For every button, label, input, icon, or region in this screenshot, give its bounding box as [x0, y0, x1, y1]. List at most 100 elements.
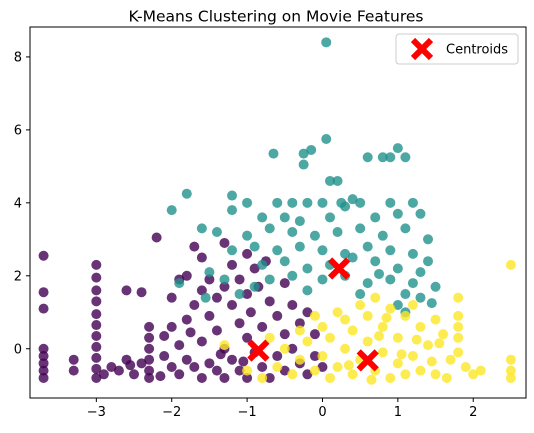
cluster-1-point	[219, 274, 230, 285]
cluster-1-point	[204, 267, 215, 278]
centroid-marker	[356, 349, 379, 372]
cluster-1-point	[234, 289, 245, 300]
cluster-2-point	[332, 307, 343, 318]
cluster-1-point	[298, 159, 309, 170]
cluster-2-point	[257, 372, 268, 383]
cluster-0-point	[242, 248, 253, 259]
cluster-0-point	[144, 321, 155, 332]
cluster-2-point	[287, 369, 298, 380]
cluster-1-point	[385, 274, 396, 285]
centroid-marker	[327, 257, 351, 280]
cluster-1-point	[166, 205, 177, 216]
cluster-0-point	[91, 259, 102, 270]
cluster-0-point	[242, 332, 253, 343]
cluster-0-point	[204, 310, 215, 321]
cluster-1-point	[294, 241, 305, 252]
cluster-0-point	[129, 369, 140, 380]
cluster-1-point	[302, 197, 313, 208]
cluster-0-point	[215, 349, 226, 360]
cluster-1-point	[400, 152, 411, 163]
cluster-2-point	[475, 365, 486, 376]
cluster-1-point	[257, 212, 268, 223]
cluster-0-point	[279, 365, 290, 376]
cluster-0-point	[189, 361, 200, 372]
cluster-2-point	[362, 310, 373, 321]
cluster-0-point	[181, 314, 192, 325]
cluster-0-point	[151, 232, 162, 243]
cluster-1-point	[200, 292, 211, 303]
cluster-1-point	[325, 212, 336, 223]
cluster-1-point	[317, 245, 328, 256]
cluster-2-point	[392, 332, 403, 343]
cluster-0-point	[189, 299, 200, 310]
cluster-0-point	[91, 320, 102, 331]
cluster-0-point	[196, 252, 207, 263]
cluster-1-point	[196, 223, 207, 234]
cluster-0-point	[121, 285, 132, 296]
cluster-0-point	[211, 365, 222, 376]
cluster-0-point	[144, 343, 155, 354]
cluster-1-point	[174, 278, 185, 289]
cluster-0-point	[144, 365, 155, 376]
cluster-2-point	[309, 310, 320, 321]
cluster-2-point	[377, 347, 388, 358]
cluster-0-point	[68, 365, 79, 376]
y-tick-label: 8	[14, 50, 22, 65]
cluster-1-point	[257, 259, 268, 270]
cluster-2-point	[445, 354, 456, 365]
cluster-1-point	[423, 234, 434, 245]
cluster-0-point	[196, 336, 207, 347]
cluster-0-point	[242, 289, 253, 300]
cluster-2-point	[377, 321, 388, 332]
cluster-2-point	[441, 372, 452, 383]
legend-centroid-marker	[410, 37, 434, 61]
cluster-1-point	[377, 230, 388, 241]
cluster-1-point	[287, 270, 298, 281]
x-tick-label: 2	[469, 405, 477, 420]
cluster-1-point	[306, 144, 317, 155]
cluster-2-point	[362, 336, 373, 347]
cluster-0-point	[91, 363, 102, 374]
cluster-1-point	[407, 248, 418, 259]
cluster-2-point	[392, 358, 403, 369]
y-tick-label: 4	[14, 196, 22, 211]
cluster-0-point	[38, 250, 49, 261]
points-layer	[38, 37, 516, 385]
cluster-2-point	[453, 347, 464, 358]
cluster-1-point	[332, 175, 343, 186]
centroids-layer	[247, 257, 379, 372]
cluster-2-point	[400, 310, 411, 321]
cluster-0-point	[196, 372, 207, 383]
cluster-1-point	[355, 223, 366, 234]
cluster-0-point	[309, 351, 320, 362]
cluster-2-point	[381, 312, 392, 323]
cluster-2-point	[302, 336, 313, 347]
cluster-1-point	[298, 148, 309, 159]
cluster-0-point	[174, 369, 185, 380]
cluster-1-point	[370, 212, 381, 223]
cluster-1-point	[287, 197, 298, 208]
cluster-1-point	[362, 278, 373, 289]
cluster-1-point	[340, 201, 351, 212]
cluster-0-point	[287, 343, 298, 354]
cluster-0-point	[155, 371, 166, 382]
cluster-1-point	[317, 274, 328, 285]
y-tick-label: 6	[14, 123, 22, 138]
cluster-2-point	[407, 299, 418, 310]
cluster-1-point	[370, 256, 381, 267]
cluster-1-point	[355, 289, 366, 300]
cluster-1-point	[309, 230, 320, 241]
cluster-1-point	[279, 256, 290, 267]
cluster-2-point	[453, 321, 464, 332]
cluster-1-point	[392, 299, 403, 310]
cluster-1-point	[242, 197, 253, 208]
cluster-0-point	[68, 354, 79, 365]
cluster-1-point	[392, 263, 403, 274]
cluster-0-point	[106, 361, 117, 372]
cluster-1-point	[340, 248, 351, 259]
cluster-0-point	[91, 285, 102, 296]
cluster-1-point	[392, 143, 403, 154]
cluster-1-point	[374, 268, 385, 279]
cluster-2-point	[430, 314, 441, 325]
cluster-0-point	[234, 318, 245, 329]
